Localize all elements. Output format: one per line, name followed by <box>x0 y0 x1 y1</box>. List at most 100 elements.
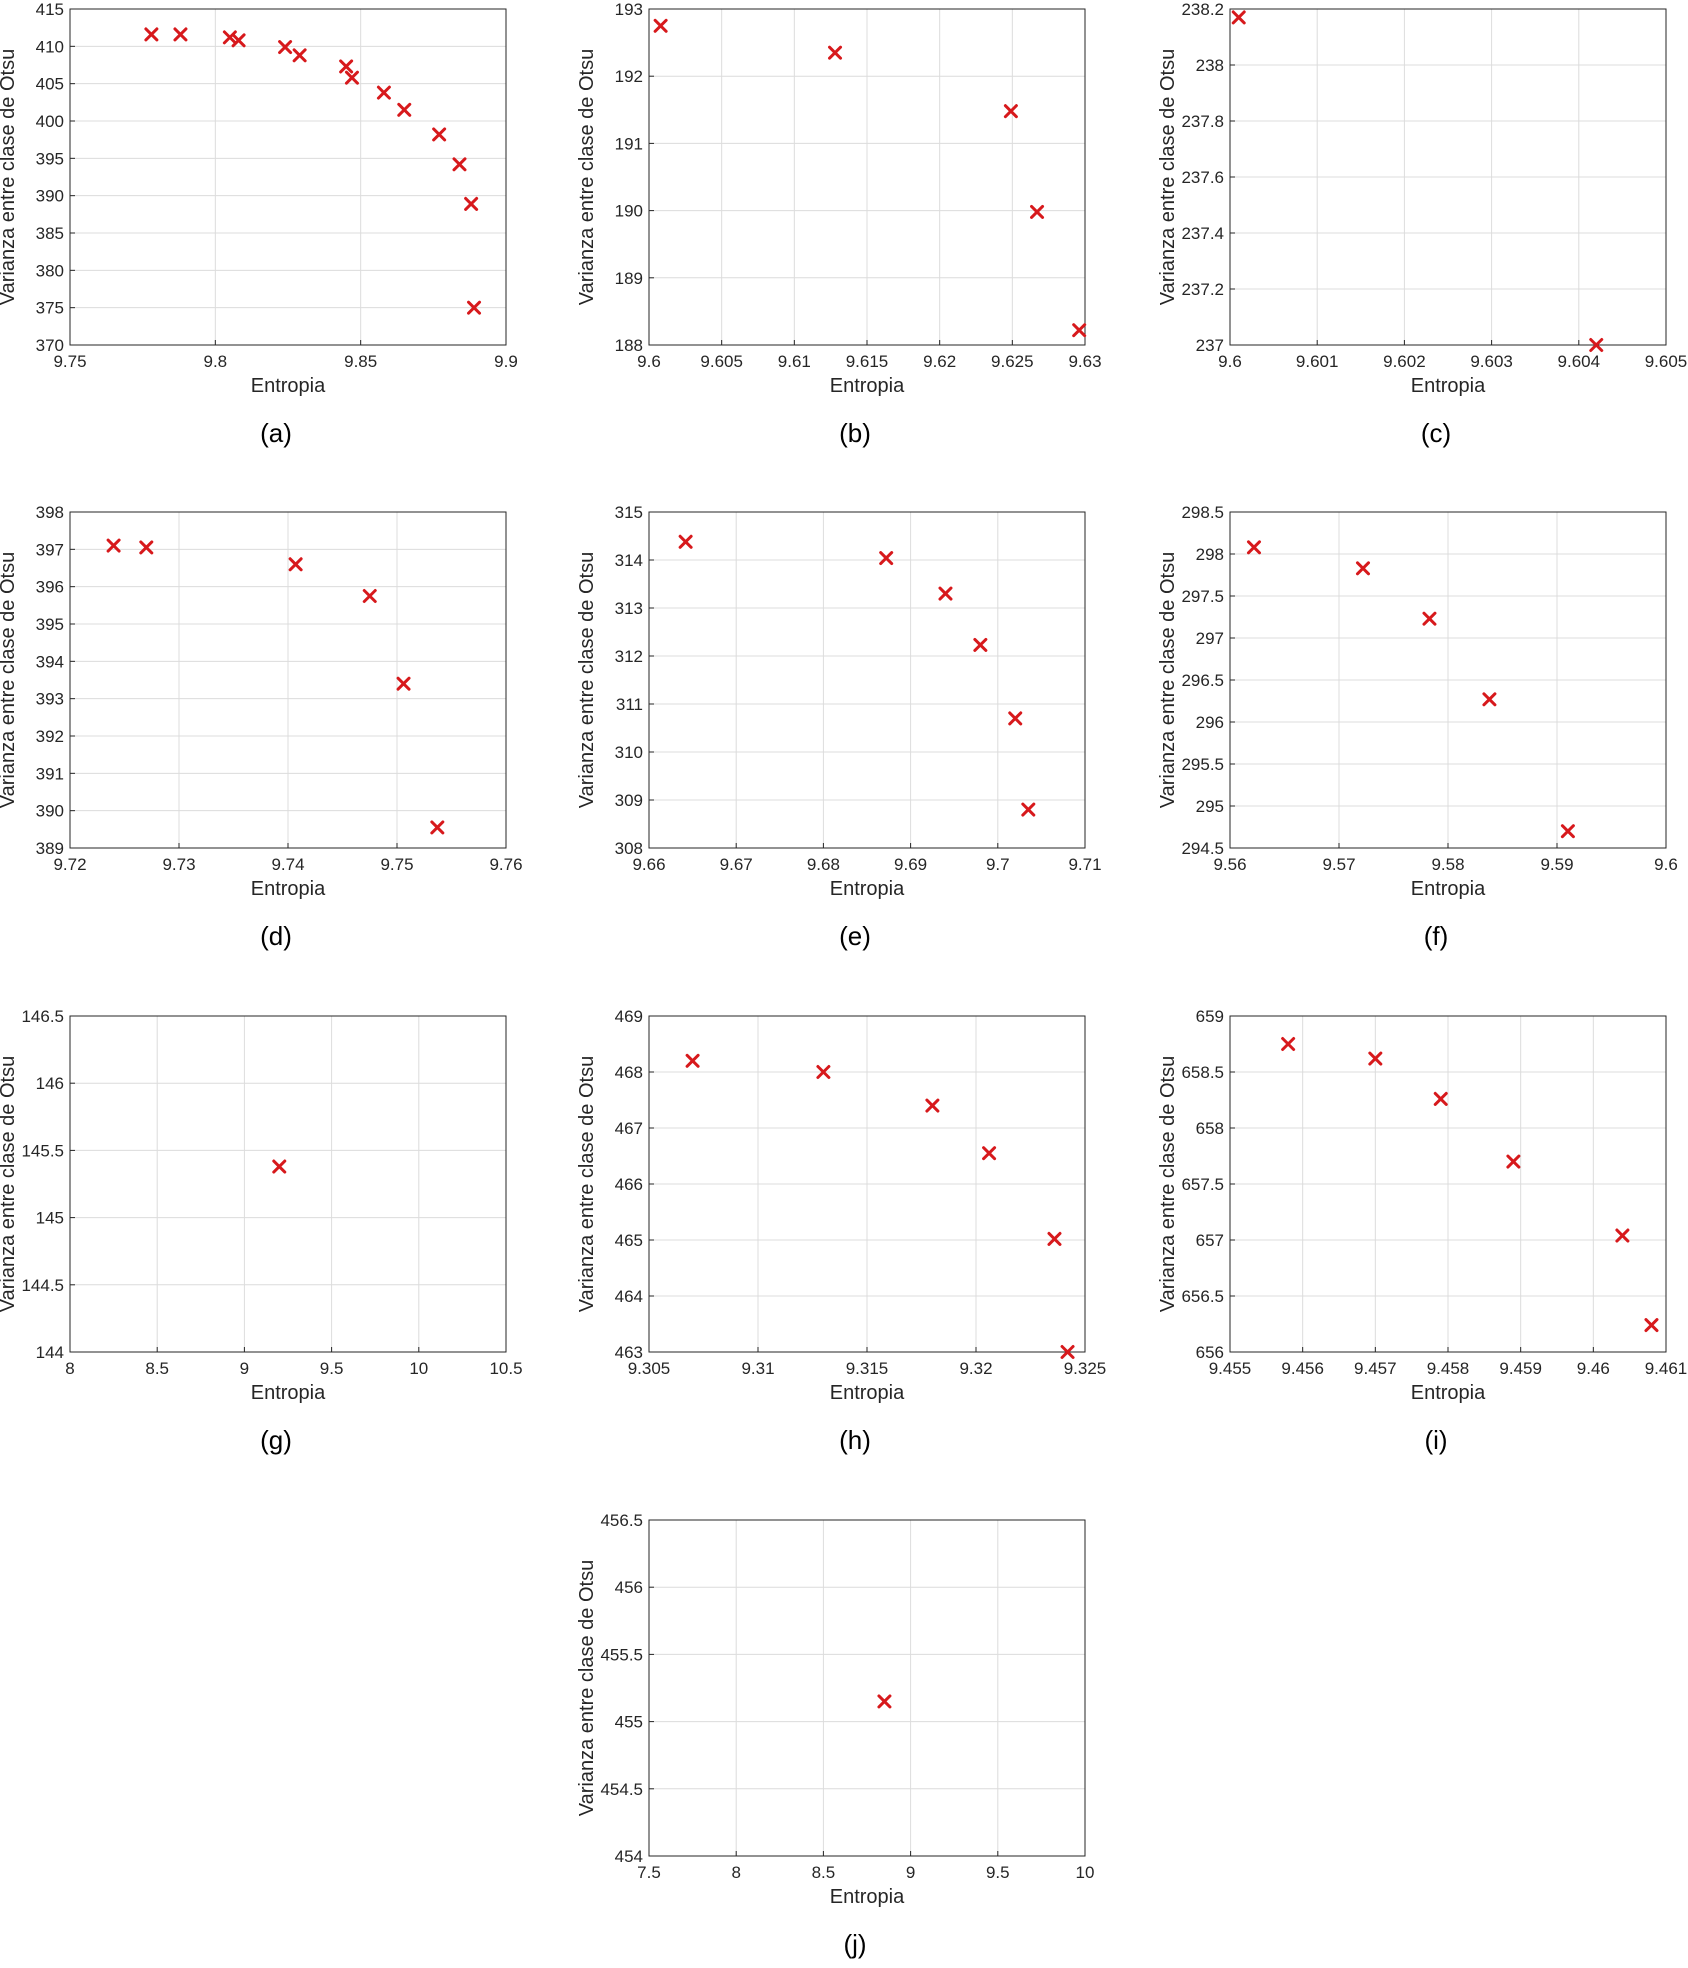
axes-box <box>648 511 1086 849</box>
y-tick-label: 397 <box>36 540 64 559</box>
data-point <box>464 196 479 211</box>
data-point <box>344 70 359 85</box>
y-tick-label: 238 <box>1196 56 1224 75</box>
x-tick-label: 9.601 <box>1296 352 1339 371</box>
y-tick-label: 188 <box>615 336 643 355</box>
data-point <box>231 33 246 48</box>
x-tick-label: 9.325 <box>1064 1359 1107 1378</box>
y-tick-label: 193 <box>615 0 643 19</box>
y-tick-label: 191 <box>615 134 643 153</box>
data-point <box>1021 802 1036 817</box>
x-tick-label: 9.57 <box>1322 855 1355 874</box>
data-point <box>432 127 447 142</box>
x-tick-label: 9.73 <box>162 855 195 874</box>
y-axis-label: Varianza entre clase de Otsu <box>0 552 19 808</box>
data-point <box>1506 1154 1521 1169</box>
data-point <box>272 1159 287 1174</box>
x-tick-label: 9.6 <box>1654 855 1678 874</box>
y-tick-label: 313 <box>615 599 643 618</box>
panel-caption: (b) <box>839 418 871 448</box>
y-tick-label: 390 <box>36 802 64 821</box>
y-tick-label: 385 <box>36 224 64 243</box>
x-tick-label: 9.72 <box>53 855 86 874</box>
x-axis-label: Entropia <box>251 375 326 397</box>
chart-panel-d: 9.72 9.73 9.74 9.75 9.76 389 390 391 392 393 394 39… <box>0 503 523 951</box>
panel-caption: (a) <box>260 418 292 448</box>
data-point <box>288 557 303 572</box>
x-tick-label: 9.5 <box>320 1359 344 1378</box>
x-tick-label: 9.9 <box>494 352 518 371</box>
x-tick-label: 8.5 <box>145 1359 169 1378</box>
data-point <box>1008 711 1023 726</box>
panel-caption: (d) <box>260 921 292 951</box>
data-point <box>339 59 354 74</box>
x-tick-label: 9.76 <box>489 855 522 874</box>
y-tick-label: 144 <box>36 1343 64 1362</box>
data-point <box>1422 611 1437 626</box>
plot-area <box>70 9 506 345</box>
x-tick-label: 9.59 <box>1540 855 1573 874</box>
y-tick-label: 295 <box>1196 797 1224 816</box>
data-point <box>1030 204 1045 219</box>
data-point <box>1560 824 1575 839</box>
y-tick-label: 308 <box>615 839 643 858</box>
chart-panel-c: 9.6 9.601 9.602 9.603 9.604 9.605 237 237.2 237.… <box>1157 0 1687 448</box>
y-tick-label: 400 <box>36 112 64 131</box>
x-tick-label: 9.71 <box>1068 855 1101 874</box>
chart-panel-g: 8 8.5 9 9.5 10 10.5 144 144.5 145 145.5 146 146.5 En… <box>0 1007 523 1455</box>
data-point <box>173 27 188 42</box>
y-tick-label: 144.5 <box>21 1276 64 1295</box>
data-point <box>1003 104 1018 119</box>
y-tick-label: 656 <box>1196 1343 1224 1362</box>
x-tick-label: 9.75 <box>53 352 86 371</box>
x-tick-label: 9.458 <box>1427 1359 1470 1378</box>
y-axis-label: Varianza entre clase de Otsu <box>0 1056 19 1312</box>
chart-panel-e: 9.66 9.67 9.68 9.69 9.7 9.71 308 309 310 311 312 31… <box>576 503 1102 951</box>
y-tick-label: 455.5 <box>600 1645 643 1664</box>
x-axis-label: Entropia <box>251 1382 326 1404</box>
x-tick-label: 9.75 <box>380 855 413 874</box>
data-point <box>376 85 391 100</box>
x-tick-label: 9.46 <box>1577 1359 1610 1378</box>
data-point <box>1615 1228 1630 1243</box>
y-tick-label: 455 <box>615 1713 643 1732</box>
data-point <box>1482 692 1497 707</box>
data-point <box>1246 540 1261 555</box>
y-tick-label: 395 <box>36 615 64 634</box>
axes-box <box>69 1015 507 1353</box>
y-tick-label: 310 <box>615 743 643 762</box>
y-tick-label: 456 <box>615 1578 643 1597</box>
y-tick-label: 456.5 <box>600 1511 643 1530</box>
chart-panel-j: 7.5 8 8.5 9 9.5 10 454 454.5 455 455.5 456 456.5 Ent… <box>576 1511 1094 1959</box>
x-tick-label: 9.68 <box>807 855 840 874</box>
x-tick-label: 9.459 <box>1499 1359 1542 1378</box>
y-tick-label: 297 <box>1196 629 1224 648</box>
y-tick-label: 463 <box>615 1343 643 1362</box>
data-point <box>106 538 121 553</box>
y-tick-label: 295.5 <box>1181 755 1224 774</box>
panel-caption: (c) <box>1421 418 1451 448</box>
y-tick-label: 398 <box>36 503 64 522</box>
y-tick-label: 312 <box>615 647 643 666</box>
y-tick-label: 657 <box>1196 1231 1224 1250</box>
x-axis-label: Entropia <box>251 878 326 900</box>
y-tick-label: 238.2 <box>1181 0 1224 19</box>
x-tick-label: 9.66 <box>632 855 665 874</box>
y-tick-label: 370 <box>36 336 64 355</box>
x-tick-label: 10 <box>1076 1863 1095 1882</box>
y-tick-label: 466 <box>615 1175 643 1194</box>
data-point <box>1589 338 1604 352</box>
x-tick-label: 9.63 <box>1068 352 1101 371</box>
data-point <box>1060 1345 1075 1359</box>
x-tick-label: 9.625 <box>991 352 1034 371</box>
y-tick-label: 297.5 <box>1181 587 1224 606</box>
chart-panel-a: 9.75 9.8 9.85 9.9 370 375 380 385 390 395 400 405 41… <box>0 0 518 448</box>
x-tick-label: 9.62 <box>923 352 956 371</box>
y-tick-label: 145.5 <box>21 1141 64 1160</box>
data-point <box>1072 323 1087 338</box>
x-tick-label: 9.604 <box>1558 352 1601 371</box>
panel-caption: (f) <box>1424 921 1449 951</box>
data-point <box>1281 1037 1296 1051</box>
x-tick-label: 9.58 <box>1431 855 1464 874</box>
y-tick-label: 146.5 <box>21 1007 64 1026</box>
